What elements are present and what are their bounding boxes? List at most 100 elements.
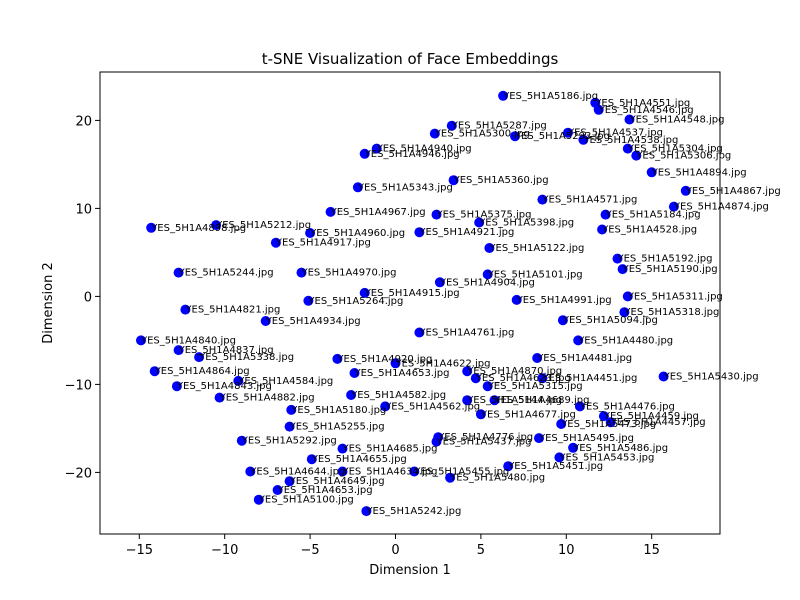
x-axis-ticks: −15 −10 −5 0 5 10 15 bbox=[126, 534, 660, 558]
data-point bbox=[431, 436, 442, 447]
point-label: YES_5H1A5453.jpg bbox=[558, 452, 654, 463]
point-label: YES_5H1A5473.jpg bbox=[560, 419, 656, 430]
point-label: YES_5H1A5242.jpg bbox=[365, 506, 461, 517]
data-point bbox=[448, 175, 459, 186]
point-label: YES_5H1A5192.jpg bbox=[617, 254, 713, 265]
y-tick-label: 10 bbox=[75, 202, 92, 217]
point-label: YES_5H1A5315.jpg bbox=[487, 381, 583, 392]
point-label: YES_5H1A5398.jpg bbox=[478, 218, 574, 229]
point-label: YES_5H1A4870.jpg bbox=[466, 366, 562, 377]
point-label: YES_5H1A4874.jpg bbox=[673, 202, 769, 213]
data-point bbox=[658, 371, 669, 382]
point-label: YES_5H1A4689.jpg bbox=[494, 395, 590, 406]
data-point bbox=[557, 315, 568, 326]
point-label: YES_5H1A4677.jpg bbox=[480, 409, 576, 420]
data-point bbox=[414, 227, 425, 238]
point-label: YES_5H1A4761.jpg bbox=[418, 328, 514, 339]
chart-title: t-SNE Visualization of Face Embeddings bbox=[262, 50, 559, 68]
point-label: YES_5H1A4644.jpg bbox=[249, 467, 345, 478]
data-point bbox=[146, 222, 157, 233]
data-point bbox=[482, 381, 493, 392]
point-label: YES_5H1A4776.jpg bbox=[437, 432, 533, 443]
point-label: YES_5H1A4623.jpg bbox=[475, 373, 571, 384]
y-tick-label: 20 bbox=[75, 114, 92, 129]
point-label: YES_5H1A4967.jpg bbox=[330, 207, 426, 218]
point-label: YES_5H1A5184.jpg bbox=[605, 210, 701, 221]
point-label: YES_5H1A5293.jpg bbox=[514, 131, 610, 142]
data-point bbox=[568, 442, 579, 453]
point-label: YES_5H1A5255.jpg bbox=[289, 422, 385, 433]
point-label: YES_5H1A5318.jpg bbox=[623, 307, 719, 318]
point-label: YES_5H1A4920.jpg bbox=[336, 354, 432, 365]
data-point bbox=[619, 307, 630, 318]
point-label: YES_5H1A5212.jpg bbox=[215, 220, 311, 231]
data-point bbox=[173, 345, 184, 356]
point-label: YES_5H1A4582.jpg bbox=[350, 390, 446, 401]
point-label: YES_5H1A4562.jpg bbox=[384, 401, 480, 412]
point-label: YES_5H1A4653.jpg bbox=[277, 485, 373, 496]
data-point bbox=[253, 494, 264, 505]
point-label: YES_5H1A5292.jpg bbox=[241, 436, 337, 447]
point-label: YES_5H1A5186.jpg bbox=[502, 91, 598, 102]
point-label: YES_5H1A5300.jpg bbox=[434, 129, 530, 140]
data-point bbox=[489, 395, 500, 406]
data-point bbox=[332, 353, 343, 364]
data-point bbox=[537, 373, 548, 384]
point-label: YES_5H1A4546.jpg bbox=[598, 105, 694, 116]
x-tick-label: 0 bbox=[391, 543, 399, 558]
data-point bbox=[612, 253, 623, 264]
data-point bbox=[352, 182, 363, 193]
data-point bbox=[598, 411, 609, 422]
data-point bbox=[573, 335, 584, 346]
point-label: YES_5H1A4480.jpg bbox=[577, 335, 673, 346]
point-label: YES_5H1A5101.jpg bbox=[487, 269, 583, 280]
data-point bbox=[233, 375, 244, 386]
data-point bbox=[462, 395, 473, 406]
data-point bbox=[359, 148, 370, 159]
data-point bbox=[622, 291, 633, 302]
data-point bbox=[474, 217, 485, 228]
point-label: YES_5H1A5244.jpg bbox=[178, 268, 274, 279]
data-point bbox=[180, 304, 191, 315]
x-tick-label: 5 bbox=[477, 543, 485, 558]
data-point bbox=[482, 269, 493, 280]
x-tick-label: −10 bbox=[211, 543, 238, 558]
point-label: YES_5H1A4622.jpg bbox=[395, 358, 491, 369]
point-label: YES_5H1A5495.jpg bbox=[538, 433, 634, 444]
point-label: YES_5H1A4451.jpg bbox=[541, 373, 637, 384]
data-point bbox=[498, 90, 509, 101]
data-point bbox=[284, 476, 295, 487]
data-point bbox=[622, 143, 633, 154]
point-label: YES_5H1A4894.jpg bbox=[651, 167, 747, 178]
data-point bbox=[511, 294, 522, 305]
point-label: YES_5H1A4649.jpg bbox=[289, 476, 385, 487]
point-label: YES_5H1A4548.jpg bbox=[629, 115, 725, 126]
point-label: YES_5H1A4655.jpg bbox=[311, 454, 407, 465]
data-point bbox=[445, 472, 456, 483]
data-point bbox=[597, 224, 608, 235]
point-label: YES_5H1A5360.jpg bbox=[453, 175, 549, 186]
data-point bbox=[305, 228, 316, 238]
data-point bbox=[359, 287, 370, 298]
point-label: YES_5H1A4934.jpg bbox=[265, 316, 361, 327]
points-layer bbox=[136, 90, 691, 517]
y-axis-label: Dimension 2 bbox=[41, 262, 56, 344]
data-point bbox=[296, 267, 307, 278]
point-label: YES_5H1A4882.jpg bbox=[219, 393, 315, 404]
point-label: YES_5H1A4481.jpg bbox=[536, 353, 632, 364]
point-label: YES_5H1A4821.jpg bbox=[184, 305, 280, 316]
x-tick-label: −15 bbox=[126, 543, 153, 558]
data-point bbox=[593, 104, 604, 115]
point-label: YES_5H1A5190.jpg bbox=[622, 264, 718, 275]
point-label: YES_5H1A5180.jpg bbox=[290, 405, 386, 416]
data-point bbox=[270, 237, 281, 248]
data-point bbox=[532, 353, 543, 363]
point-labels-layer: YES_5H1A5186.jpgYES_5H1A4551.jpgYES_5H1A… bbox=[140, 91, 781, 517]
data-point bbox=[484, 243, 495, 253]
data-point bbox=[306, 454, 317, 465]
point-label: YES_5H1A5486.jpg bbox=[572, 443, 668, 454]
point-label: YES_5H1A5287.jpg bbox=[451, 121, 547, 132]
data-point bbox=[337, 466, 348, 477]
point-label: YES_5H1A4538.jpg bbox=[582, 135, 678, 146]
point-label: YES_5H1A4528.jpg bbox=[601, 225, 697, 236]
